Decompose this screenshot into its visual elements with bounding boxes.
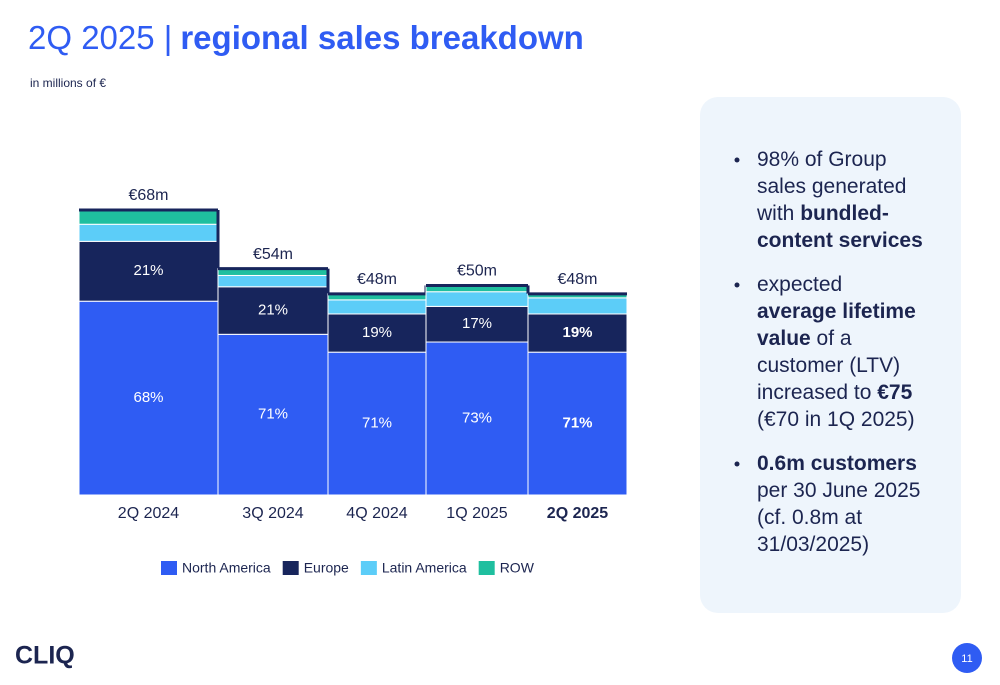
bullet-text: customer (LTV) [757,354,900,377]
bullet-line: 31/03/2025) [757,533,869,556]
x-tick-label: 3Q 2024 [242,505,303,522]
bullet-text: of a [811,327,852,350]
segment-label: 21% [133,262,163,279]
segment-label: 19% [362,324,392,341]
legend-swatch [282,561,299,575]
bullet-dot [734,461,740,467]
x-tick-label: 4Q 2024 [346,505,407,522]
bullet-text: per 30 June 2025 [757,479,920,502]
segment-label: 71% [362,415,392,432]
bar-segment [78,223,219,242]
bullet-text: expected [757,273,842,296]
legend-label: North America [182,560,271,576]
total-label: €50m [457,263,497,280]
page-number: 11 [961,653,972,665]
bullet-text: (cf. 0.8m at [757,506,862,529]
bullet-line: average lifetime [757,300,916,323]
legend-label: Europe [304,560,349,576]
bullet-text: (€70 in 1Q 2025) [757,408,915,431]
bar-segment [527,313,628,353]
page-badge [952,643,982,673]
bullet-text: 31/03/2025) [757,533,869,556]
bullet-text: with [756,202,800,225]
bullet-text: average lifetime [757,300,916,323]
bullet-text: increased to [757,381,877,404]
x-tick-label: 2Q 2024 [118,505,179,522]
segment-label: 71% [258,406,288,423]
total-label: €54m [253,246,293,263]
total-label: €68m [128,187,168,204]
total-label: €48m [557,271,597,288]
x-tick-label: 1Q 2025 [446,505,507,522]
bar-segment [425,291,529,307]
total-label: €48m [357,271,397,288]
bar-segment [78,209,219,225]
bullet-line: content services [757,229,923,252]
bullet-line: (cf. 0.8m at [757,506,862,529]
bullet-text: content services [757,229,923,252]
bar-segment [327,313,427,353]
bullet-line: with bundled- [756,202,889,225]
legend-swatch [478,561,495,575]
bar-segment [527,351,628,496]
segment-label: 19% [562,324,592,341]
segment-label: 17% [462,315,492,332]
bullet-line: (€70 in 1Q 2025) [757,408,915,431]
legend-swatch [360,561,377,575]
bullet-line: customer (LTV) [757,354,900,377]
bullet-line: per 30 June 2025 [757,479,920,502]
side-panel [700,97,961,613]
segment-label: 73% [462,409,492,426]
bar-segment [527,297,628,315]
bullet-line: 0.6m customers [757,452,917,475]
bullet-line: expected [757,273,842,296]
title-lead: 2Q 2025 | [28,19,172,56]
bullet-text: 98% of Group [757,148,887,171]
bar-segment [217,274,329,288]
legend: North America Europe Latin America ROW [161,560,535,576]
slide-title: 2Q 2025 | regional sales breakdown [28,19,584,56]
bullet-text: bundled- [800,202,889,225]
bar-segment [78,300,219,496]
subtitle: in millions of € [30,76,106,90]
bullet-text: €75 [877,381,912,404]
bullet-line: 98% of Group [757,148,887,171]
bullet-text: 0.6m customers [757,452,917,475]
bar-segment [425,341,529,496]
segment-label: 71% [562,415,592,432]
legend-label: Latin America [382,560,467,576]
logo: CLIQ [15,642,75,670]
segment-label: 68% [133,389,163,406]
bullet-text: sales generated [757,175,906,198]
segment-label: 21% [258,302,288,319]
legend-swatch [161,561,177,575]
bullet-text: value [757,327,811,350]
bullet-dot [734,157,740,163]
bar-segment [327,299,427,315]
x-tick-label: 2Q 2025 [547,505,608,522]
bullet-line: value of a [757,327,852,350]
legend-label: ROW [500,560,535,576]
bullet-line: increased to €75 [757,381,913,404]
bullet-dot [734,282,740,288]
title-main: regional sales breakdown [180,19,583,56]
bar-segment [327,351,427,496]
bullet-line: sales generated [757,175,906,198]
